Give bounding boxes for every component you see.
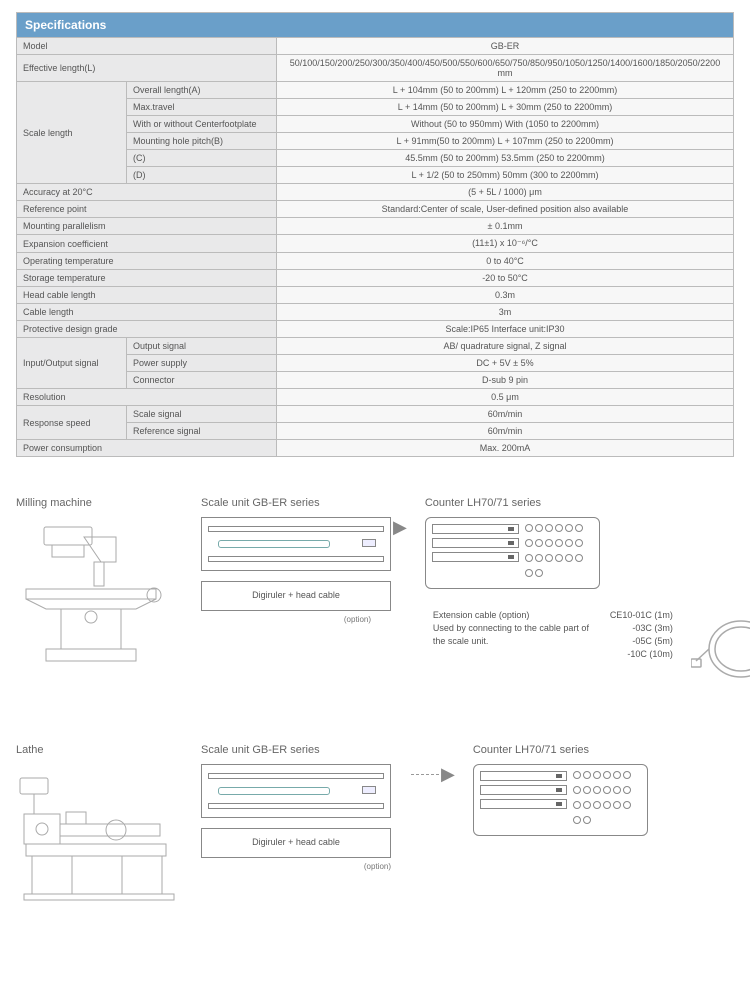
arrow-icon-2: ▶ bbox=[441, 764, 455, 785]
ext-code: -10C (10m) bbox=[593, 648, 673, 661]
specifications-table: Specifications ModelGB-EREffective lengt… bbox=[16, 12, 734, 457]
spec-label: Protective design grade bbox=[17, 321, 277, 338]
diagram-section: Milling machine Scale unit GB-ER seri bbox=[16, 497, 734, 924]
spec-label: Power consumption bbox=[17, 440, 277, 457]
spec-value: 0.3m bbox=[277, 287, 734, 304]
scale-unit-icon bbox=[201, 517, 391, 571]
digiruler-box: Digiruler + head cable bbox=[201, 581, 391, 611]
milling-diagram-row: Milling machine Scale unit GB-ER seri bbox=[16, 497, 734, 689]
spec-label: Storage temperature bbox=[17, 270, 277, 287]
cable-icon bbox=[691, 609, 750, 689]
spec-label: Effective length(L) bbox=[17, 55, 277, 82]
connector-line-2 bbox=[411, 774, 439, 775]
spec-label: Accuracy at 20°C bbox=[17, 184, 277, 201]
spec-value: 50/100/150/200/250/300/350/400/450/500/5… bbox=[277, 55, 734, 82]
spec-sublabel: Connector bbox=[127, 372, 277, 389]
milling-machine-icon bbox=[16, 517, 181, 677]
spec-value: ± 0.1mm bbox=[277, 218, 734, 235]
spec-value: Max. 200mA bbox=[277, 440, 734, 457]
ext-codes: CE10-01C (1m)-03C (3m)-05C (5m)-10C (10m… bbox=[593, 609, 673, 689]
option-text: (option) bbox=[201, 615, 371, 624]
spec-sublabel: (D) bbox=[127, 167, 277, 184]
counter-label-2: Counter LH70/71 series bbox=[473, 744, 648, 756]
spec-group-label: Scale length bbox=[17, 82, 127, 184]
scale-label: Scale unit GB-ER series bbox=[201, 497, 391, 509]
spec-sublabel: Output signal bbox=[127, 338, 277, 355]
extension-cable-info: Extension cable (option) Used by connect… bbox=[433, 609, 750, 689]
spec-label: Cable length bbox=[17, 304, 277, 321]
spec-label: Model bbox=[17, 38, 277, 55]
counter-label: Counter LH70/71 series bbox=[425, 497, 750, 509]
spec-value: Standard:Center of scale, User-defined p… bbox=[277, 201, 734, 218]
ext-code: -05C (5m) bbox=[593, 635, 673, 648]
spec-value: GB-ER bbox=[277, 38, 734, 55]
spec-value: 60m/min bbox=[277, 406, 734, 423]
spec-value: L + 1/2 (50 to 250mm) 50mm (300 to 2200m… bbox=[277, 167, 734, 184]
spec-sublabel: Scale signal bbox=[127, 406, 277, 423]
spec-value: DC + 5V ± 5% bbox=[277, 355, 734, 372]
spec-sublabel: Mounting hole pitch(B) bbox=[127, 133, 277, 150]
table-header: Specifications bbox=[17, 13, 734, 38]
spec-label: Operating temperature bbox=[17, 253, 277, 270]
spec-value: Without (50 to 950mm) With (1050 to 2200… bbox=[277, 116, 734, 133]
lathe-machine-icon bbox=[16, 764, 181, 924]
counter-unit-icon bbox=[425, 517, 600, 589]
spec-sublabel: With or without Centerfootplate bbox=[127, 116, 277, 133]
ext-code: CE10-01C (1m) bbox=[593, 609, 673, 622]
spec-value: Scale:IP65 Interface unit:IP30 bbox=[277, 321, 734, 338]
ext-line2: Used by connecting to the cable part of … bbox=[433, 622, 593, 648]
spec-group-label: Input/Output signal bbox=[17, 338, 127, 389]
spec-value: 0.5 μm bbox=[277, 389, 734, 406]
spec-value: L + 104mm (50 to 200mm) L + 120mm (250 t… bbox=[277, 82, 734, 99]
spec-value: L + 14mm (50 to 200mm) L + 30mm (250 to … bbox=[277, 99, 734, 116]
digiruler-box-2: Digiruler + head cable bbox=[201, 828, 391, 858]
digiruler-text: Digiruler + head cable bbox=[252, 590, 340, 600]
spec-value: (5 + 5L / 1000) μm bbox=[277, 184, 734, 201]
spec-value: L + 91mm(50 to 200mm) L + 107mm (250 to … bbox=[277, 133, 734, 150]
spec-value: 3m bbox=[277, 304, 734, 321]
arrow-icon: ▶ bbox=[393, 517, 407, 538]
spec-label: Mounting parallelism bbox=[17, 218, 277, 235]
lathe-diagram-row: Lathe Scale unit GB-ER ser bbox=[16, 744, 734, 924]
digiruler-text-2: Digiruler + head cable bbox=[252, 837, 340, 847]
scale-label-2: Scale unit GB-ER series bbox=[201, 744, 411, 756]
spec-sublabel: (C) bbox=[127, 150, 277, 167]
spec-sublabel: Reference signal bbox=[127, 423, 277, 440]
spec-label: Resolution bbox=[17, 389, 277, 406]
spec-value: -20 to 50°C bbox=[277, 270, 734, 287]
ext-code: -03C (3m) bbox=[593, 622, 673, 635]
spec-label: Expansion coefficient bbox=[17, 235, 277, 253]
scale-unit-icon-2 bbox=[201, 764, 391, 818]
spec-value: 45.5mm (50 to 200mm) 53.5mm (250 to 2200… bbox=[277, 150, 734, 167]
spec-sublabel: Overall length(A) bbox=[127, 82, 277, 99]
spec-value: 0 to 40°C bbox=[277, 253, 734, 270]
spec-label: Reference point bbox=[17, 201, 277, 218]
spec-value: (11±1) x 10⁻⁶/°C bbox=[277, 235, 734, 253]
milling-label: Milling machine bbox=[16, 497, 181, 509]
spec-label: Head cable length bbox=[17, 287, 277, 304]
counter-unit-icon-2 bbox=[473, 764, 648, 836]
spec-value: D-sub 9 pin bbox=[277, 372, 734, 389]
spec-value: AB/ quadrature signal, Z signal bbox=[277, 338, 734, 355]
ext-line1: Extension cable (option) bbox=[433, 609, 593, 622]
spec-sublabel: Power supply bbox=[127, 355, 277, 372]
spec-group-label: Response speed bbox=[17, 406, 127, 440]
lathe-label: Lathe bbox=[16, 744, 181, 756]
spec-value: 60m/min bbox=[277, 423, 734, 440]
option-text-2: (option) bbox=[201, 862, 391, 871]
spec-sublabel: Max.travel bbox=[127, 99, 277, 116]
